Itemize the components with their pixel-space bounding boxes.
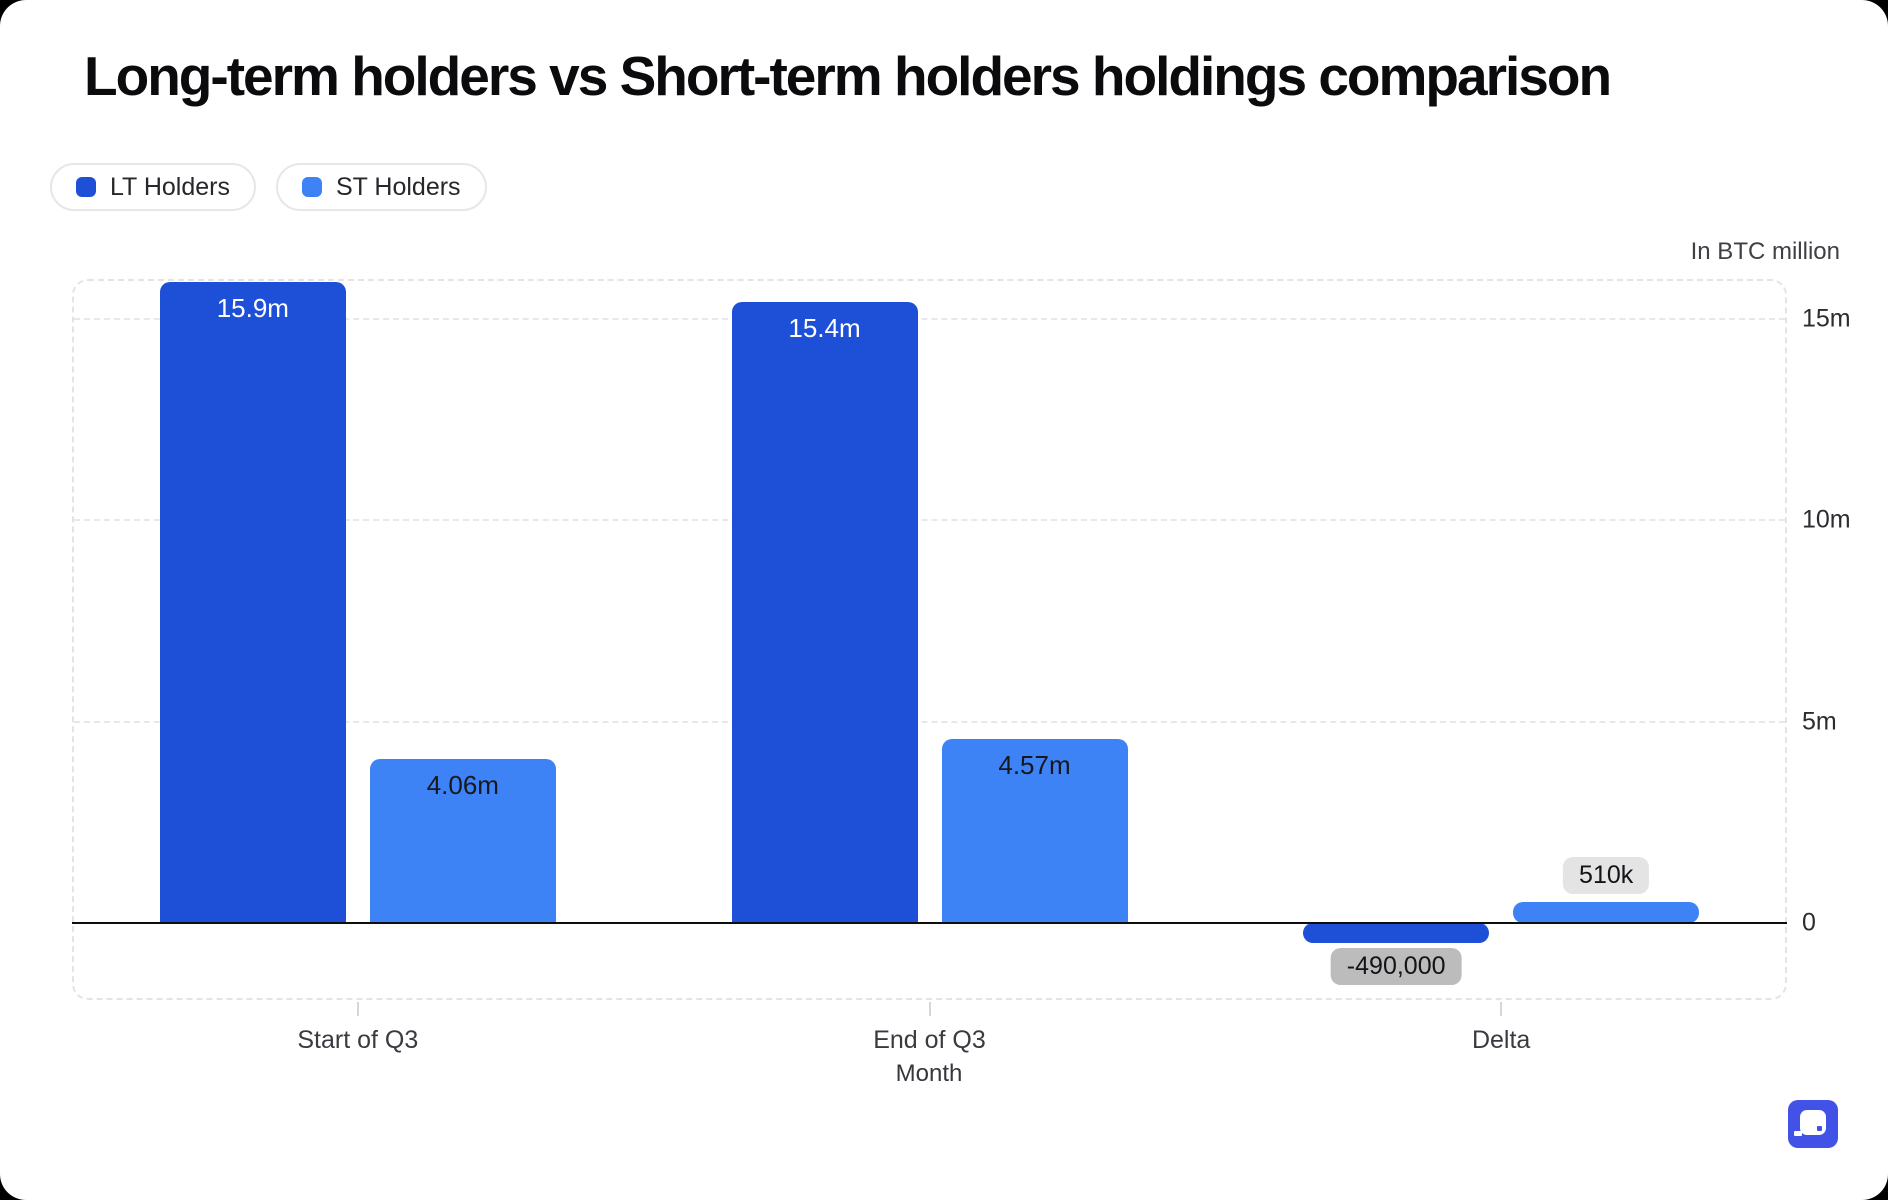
legend-chip-st-holders[interactable]: ST Holders (275, 163, 487, 211)
legend: LT Holders ST Holders (50, 163, 487, 211)
gridline-5m (74, 720, 1785, 723)
bubble-tail-icon (1794, 1131, 1802, 1136)
bar-value-label-4-06m: 4.06m (426, 770, 499, 801)
bar-st-holders-delta[interactable] (1513, 902, 1700, 923)
bar-value-badge-490-000: -490,000 (1330, 947, 1462, 985)
gridline-15m (74, 317, 1785, 320)
speech-bubble-icon (1800, 1110, 1826, 1135)
bubble-dot-icon (1817, 1126, 1822, 1131)
legend-chip-lt-holders[interactable]: LT Holders (50, 163, 256, 211)
chart-tool-watermark[interactable] (1788, 1100, 1838, 1148)
bar-value-badge-510k: 510k (1563, 857, 1650, 895)
y-tick-label-15m: 15m (1802, 304, 1851, 332)
bar-value-label-15-9m: 15.9m (216, 293, 289, 324)
bar-value-label-15-4m: 15.4m (788, 313, 861, 344)
x-tick-mark-delta (1500, 1002, 1503, 1016)
chart-title: Long-term holders vs Short-term holders … (84, 45, 1612, 107)
y-tick-label-0: 0 (1802, 908, 1816, 937)
y-tick-label-10m: 10m (1802, 505, 1851, 534)
bar-lt-holders-delta[interactable] (1303, 923, 1490, 943)
y-axis-unit-note: In BTC million (1690, 238, 1840, 265)
bar-st-holders-end-of-q3[interactable] (941, 738, 1128, 923)
x-tick-label-start-of-q3: Start of Q3 (297, 1026, 419, 1054)
x-tick-mark-end-of-q3 (928, 1002, 931, 1016)
bar-value-label-4-57m: 4.57m (998, 749, 1071, 780)
plot-area (72, 279, 1787, 1000)
bar-lt-holders-end-of-q3[interactable] (731, 302, 918, 923)
zero-axis-line (72, 922, 1787, 924)
x-tick-mark-start-of-q3 (356, 1002, 359, 1016)
bar-lt-holders-start-of-q3[interactable] (159, 282, 346, 923)
x-tick-label-end-of-q3: End of Q3 (873, 1026, 986, 1054)
legend-label-lt-holders: LT Holders (110, 172, 230, 201)
legend-label-st-holders: ST Holders (335, 172, 461, 201)
x-tick-label-delta: Delta (1471, 1026, 1531, 1054)
x-axis-title: Month (895, 1060, 963, 1087)
y-tick-label-5m: 5m (1802, 707, 1837, 735)
gridline-10m (74, 519, 1785, 521)
lt-holders-swatch-icon (76, 177, 96, 197)
st-holders-swatch-icon (301, 177, 322, 197)
bar-st-holders-start-of-q3[interactable] (369, 759, 556, 923)
